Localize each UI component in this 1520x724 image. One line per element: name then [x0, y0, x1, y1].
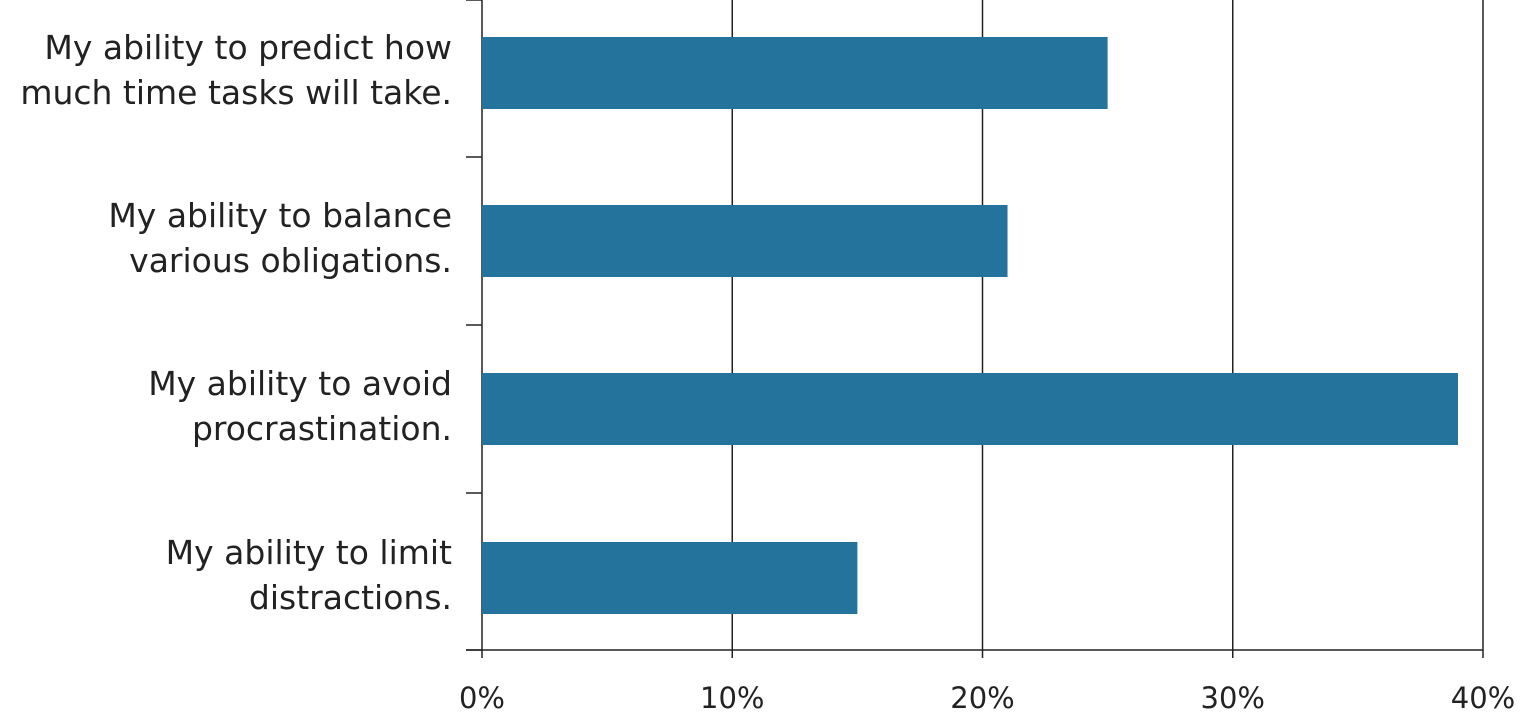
bar [482, 205, 1008, 277]
y-category-label: My ability to balance [108, 196, 452, 235]
x-tick-label: 40% [1451, 681, 1515, 715]
x-tick-label: 10% [700, 681, 764, 715]
y-category-label: distractions. [249, 578, 452, 617]
y-category-label: My ability to limit [166, 533, 452, 572]
x-tick-label: 0% [459, 681, 505, 715]
bar [482, 373, 1458, 445]
bar [482, 542, 858, 614]
y-category-label: procrastination. [192, 409, 452, 448]
bar [482, 37, 1108, 109]
y-category-label: My ability to predict how [44, 28, 452, 67]
y-category-label: much time tasks will take. [20, 73, 452, 112]
y-category-label: various obligations. [129, 241, 452, 280]
x-tick-label: 30% [1201, 681, 1265, 715]
y-category-label: My ability to avoid [148, 364, 452, 403]
x-tick-label: 20% [950, 681, 1014, 715]
